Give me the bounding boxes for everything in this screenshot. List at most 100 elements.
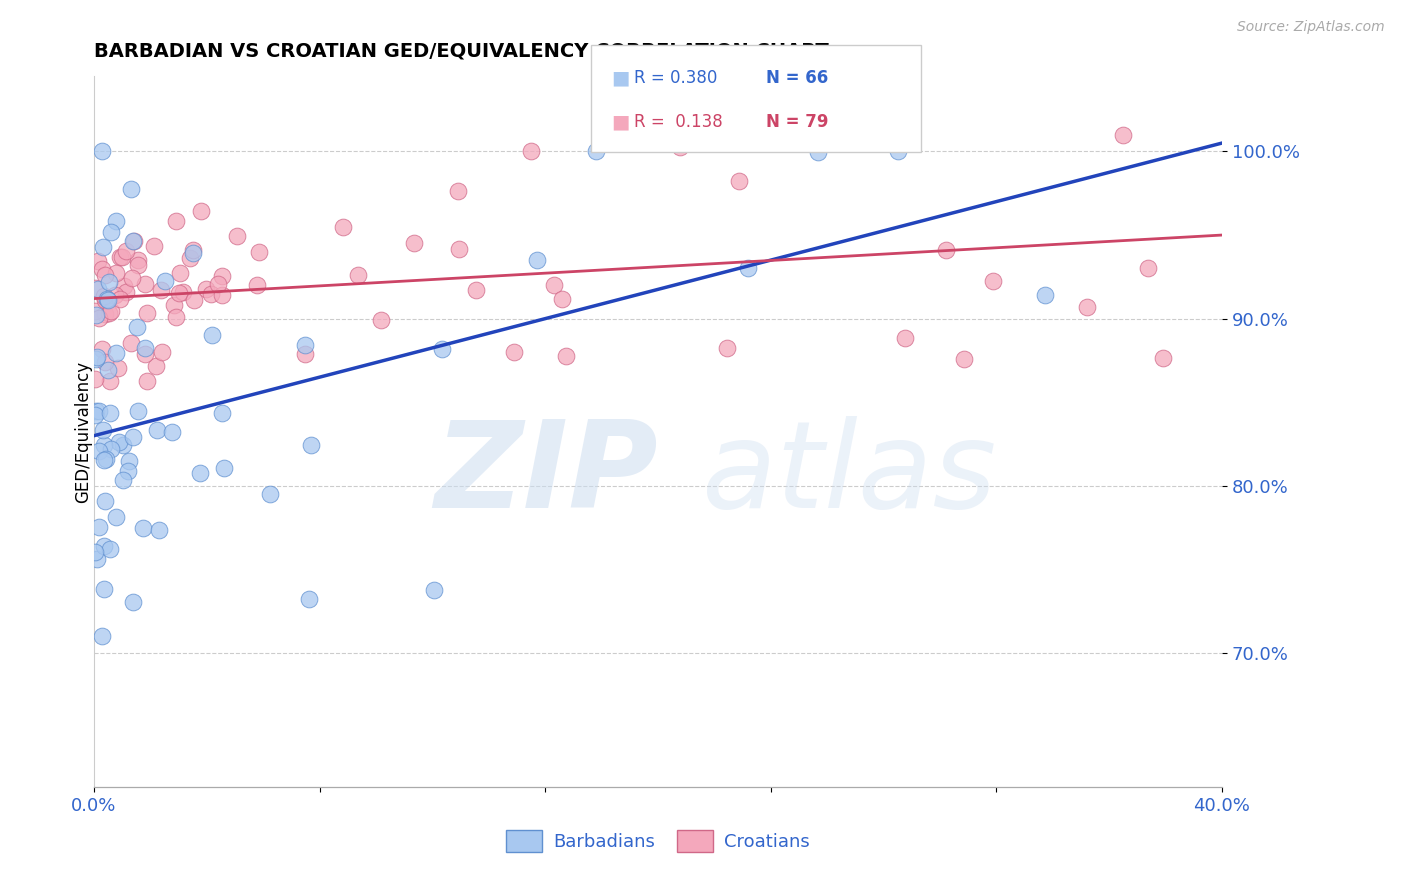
Point	[526, 252, 548, 267]
Point	[183, 293, 205, 308]
Point	[98, 406, 121, 420]
Point	[190, 203, 212, 218]
Point	[108, 435, 131, 450]
Point	[107, 361, 129, 376]
Point	[259, 487, 281, 501]
Point	[585, 145, 607, 159]
Point	[146, 423, 169, 437]
Point	[89, 404, 111, 418]
Point	[1076, 300, 1098, 314]
Point	[86, 350, 108, 364]
Point	[90, 145, 112, 159]
Point	[93, 582, 115, 596]
Point	[105, 266, 128, 280]
Point	[465, 284, 488, 298]
Point	[91, 240, 114, 254]
Point	[90, 261, 112, 276]
Point	[952, 351, 974, 366]
Point	[108, 250, 131, 264]
Point	[668, 139, 690, 153]
Point	[84, 545, 107, 559]
Point	[134, 347, 156, 361]
Point	[100, 225, 122, 239]
Point	[112, 473, 135, 487]
Point	[150, 283, 173, 297]
Point	[727, 173, 749, 187]
Point	[520, 145, 543, 159]
Point	[127, 259, 149, 273]
Point	[449, 242, 471, 256]
Point	[93, 539, 115, 553]
Point	[148, 523, 170, 537]
Point	[87, 519, 110, 533]
Text: R =  0.138: R = 0.138	[634, 113, 723, 131]
Point	[93, 307, 115, 321]
Point	[100, 541, 122, 556]
Point	[91, 423, 114, 437]
Point	[117, 464, 139, 478]
Point	[183, 246, 205, 260]
Point	[422, 583, 444, 598]
Point	[143, 239, 166, 253]
Point	[981, 274, 1004, 288]
Text: R = 0.380: R = 0.380	[634, 69, 717, 87]
Point	[153, 274, 176, 288]
Text: Source: ZipAtlas.com: Source: ZipAtlas.com	[1237, 20, 1385, 34]
Point	[172, 285, 194, 300]
Point	[167, 286, 190, 301]
Point	[94, 494, 117, 508]
Point	[105, 213, 128, 227]
Point	[132, 521, 155, 535]
Point	[211, 268, 233, 283]
Point	[121, 271, 143, 285]
Point	[93, 453, 115, 467]
Point	[111, 250, 134, 264]
Point	[120, 182, 142, 196]
Point	[118, 453, 141, 467]
Point	[430, 342, 453, 356]
Point	[100, 304, 122, 318]
Point	[89, 444, 111, 458]
Y-axis label: GED/Equivalency: GED/Equivalency	[75, 360, 91, 502]
Point	[294, 347, 316, 361]
Point	[226, 228, 249, 243]
Point	[97, 363, 120, 377]
Point	[194, 282, 217, 296]
Point	[122, 595, 145, 609]
Point	[84, 309, 107, 323]
Point	[347, 268, 370, 282]
Point	[96, 292, 118, 306]
Point	[294, 338, 316, 352]
Point	[299, 438, 322, 452]
Point	[134, 341, 156, 355]
Point	[125, 319, 148, 334]
Point	[935, 243, 957, 257]
Point	[105, 509, 128, 524]
Point	[169, 266, 191, 280]
Text: ■: ■	[612, 112, 630, 132]
Point	[112, 278, 135, 293]
Point	[1136, 260, 1159, 275]
Point	[200, 286, 222, 301]
Point	[211, 288, 233, 302]
Point	[807, 145, 830, 160]
Point	[122, 235, 145, 249]
Point	[91, 342, 114, 356]
Point	[100, 442, 122, 456]
Point	[98, 275, 121, 289]
Point	[87, 282, 110, 296]
Point	[551, 292, 574, 306]
Point	[127, 404, 149, 418]
Point	[298, 592, 321, 607]
Text: N = 66: N = 66	[766, 69, 828, 87]
Point	[894, 330, 917, 344]
Point	[447, 184, 470, 198]
Point	[183, 244, 205, 258]
Point	[84, 404, 107, 418]
Point	[108, 292, 131, 306]
Point	[179, 251, 201, 265]
Point	[165, 214, 187, 228]
Point	[120, 336, 142, 351]
Point	[114, 285, 136, 299]
Point	[1033, 288, 1056, 302]
